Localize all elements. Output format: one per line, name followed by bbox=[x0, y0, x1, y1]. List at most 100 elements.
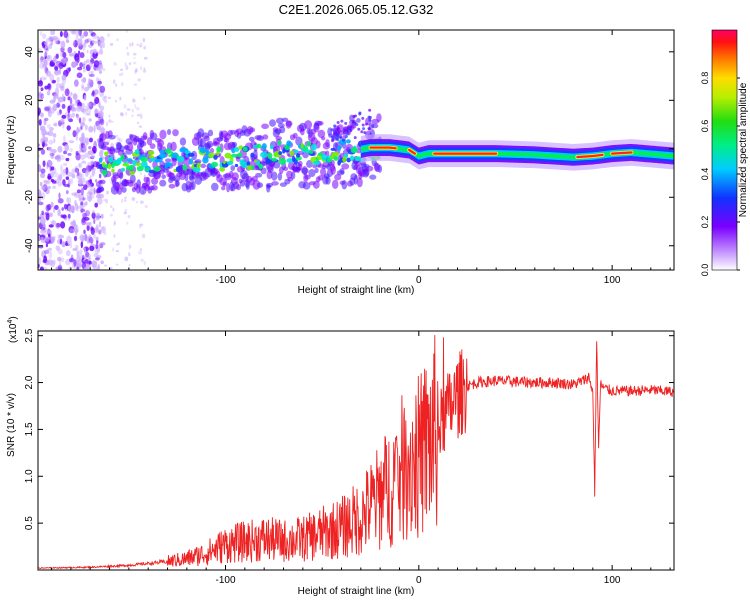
spectrum-signal-blob bbox=[278, 157, 287, 165]
spectrum-halo-blob bbox=[206, 140, 214, 148]
spectrum-noise-blob bbox=[64, 243, 70, 247]
spectrum-noise-blob bbox=[128, 62, 132, 66]
spectrum-noise-blob bbox=[90, 154, 95, 159]
spectrum-noise-blob bbox=[109, 213, 113, 217]
spectrum-noise-blob bbox=[58, 258, 62, 267]
spectrum-signal-blob bbox=[242, 146, 248, 152]
spectrum-halo-blob bbox=[210, 182, 219, 192]
spectrum-noise-blob bbox=[92, 102, 97, 106]
spectrum-signal-blob bbox=[357, 127, 361, 131]
spectrum-noise-blob bbox=[47, 146, 53, 151]
spectrum-noise-blob bbox=[84, 124, 88, 131]
spectrum-signal-blob bbox=[361, 116, 365, 120]
spectrum-noise-blob bbox=[123, 199, 127, 203]
y-tick-label: 0.5 bbox=[24, 516, 35, 530]
spectrum-halo-blob bbox=[277, 172, 283, 181]
spectrum-noise-blob bbox=[118, 73, 122, 77]
spectrum-noise-blob bbox=[68, 52, 75, 57]
spectrum-noise-blob bbox=[86, 38, 92, 43]
spectrum-halo-blob bbox=[364, 170, 369, 177]
spectrum-noise-blob bbox=[50, 30, 56, 36]
spectrum-noise-blob bbox=[67, 205, 74, 213]
spectrum-noise-blob bbox=[38, 256, 41, 265]
spectrum-noise-blob bbox=[143, 45, 147, 50]
spectrum-halo-blob bbox=[191, 180, 196, 190]
spectrum-noise-blob bbox=[43, 255, 48, 263]
spectrum-noise-blob bbox=[69, 228, 75, 234]
spectrum-noise-blob bbox=[98, 173, 102, 179]
y-tick-label: 1.5 bbox=[24, 422, 35, 436]
spectrum-noise-blob bbox=[82, 68, 87, 73]
spectrum-halo-blob bbox=[129, 174, 136, 184]
spectrum-signal-blob bbox=[336, 127, 340, 131]
spectrum-noise-blob bbox=[89, 186, 95, 192]
spectrum-signal-blob bbox=[349, 155, 355, 162]
spectrum-noise-blob bbox=[57, 174, 63, 182]
spectrum-noise-blob bbox=[75, 153, 81, 161]
spectrum-noise-blob bbox=[140, 258, 144, 262]
spectrum-noise-blob bbox=[126, 51, 130, 56]
spectrum-noise-blob bbox=[119, 96, 122, 101]
spectrum-halo-blob bbox=[166, 128, 172, 135]
spectrum-noise-blob bbox=[55, 40, 58, 45]
spectrum-halo-blob bbox=[265, 182, 273, 188]
spectrum-noise-blob bbox=[78, 163, 81, 168]
spectrum-noise-blob bbox=[129, 42, 131, 47]
spectrum-noise-blob bbox=[40, 76, 46, 81]
spectrum-noise-blob bbox=[68, 217, 71, 222]
spectrum-noise-blob bbox=[44, 188, 50, 195]
spectrum-halo-blob bbox=[325, 176, 331, 185]
spectrum-noise-blob bbox=[123, 212, 127, 215]
spectrum-noise-blob bbox=[92, 33, 98, 40]
spectrum-signal-blob bbox=[368, 108, 372, 112]
spectrum-halo-blob bbox=[230, 165, 236, 171]
spectrum-noise-blob bbox=[144, 204, 148, 209]
spectrum-noise-blob bbox=[71, 168, 76, 175]
spectrum-noise-blob bbox=[57, 256, 62, 262]
spectrum-signal-blob bbox=[286, 158, 294, 163]
spectrum-noise-blob bbox=[138, 250, 143, 255]
spectrum-halo-blob bbox=[298, 163, 303, 171]
spectrum-signal-blob bbox=[312, 160, 321, 166]
spectrum-noise-blob bbox=[79, 62, 84, 68]
spectrum-core bbox=[369, 146, 397, 150]
spectrum-noise-blob bbox=[82, 213, 85, 217]
spectrum-noise-blob bbox=[40, 93, 45, 100]
spectrum-signal-blob bbox=[136, 165, 144, 172]
spectrum-noise-blob bbox=[39, 77, 42, 84]
spectrum-noise-blob bbox=[100, 260, 104, 265]
spectrum-noise-blob bbox=[121, 72, 124, 76]
spectrum-halo-blob bbox=[356, 177, 363, 188]
spectrum-signal-blob bbox=[250, 152, 255, 158]
spectrum-signal-blob bbox=[129, 170, 135, 176]
spectrum-noise-blob bbox=[103, 231, 107, 236]
spectrum-noise-blob bbox=[67, 105, 71, 114]
spectrum-noise-blob bbox=[82, 77, 87, 83]
spectrum-noise-blob bbox=[81, 160, 87, 164]
spectrum-noise-blob bbox=[66, 235, 72, 244]
spectrum-noise-blob bbox=[78, 162, 83, 169]
spectrum-halo-blob bbox=[271, 171, 278, 181]
spectrum-noise-blob bbox=[106, 121, 109, 127]
spectrum-signal-blob bbox=[364, 122, 368, 126]
spectrum-noise-blob bbox=[128, 244, 132, 249]
spectrum-signal-blob bbox=[211, 161, 218, 168]
spectrum-halo-blob bbox=[157, 139, 165, 147]
spectrum-noise-blob bbox=[96, 77, 99, 82]
spectrum-noise-blob bbox=[125, 111, 128, 116]
spectrum-noise-blob bbox=[83, 39, 87, 45]
spectrum-noise-blob bbox=[65, 39, 70, 44]
spectrum-signal-blob bbox=[330, 128, 334, 132]
spectrum-noise-blob bbox=[139, 200, 144, 204]
spectrum-signal-blob bbox=[339, 135, 343, 139]
spectrum-noise-blob bbox=[139, 223, 142, 229]
spectrum-noise-blob bbox=[76, 126, 79, 135]
y-tick-label: 0 bbox=[24, 146, 35, 152]
spectrum-noise-blob bbox=[136, 113, 141, 117]
spectrum-noise-blob bbox=[91, 173, 95, 177]
spectrum-noise-blob bbox=[96, 197, 103, 205]
spectrum-noise-blob bbox=[91, 170, 96, 176]
spectrum-noise-blob bbox=[39, 62, 44, 69]
spectrum-noise-blob bbox=[126, 221, 129, 225]
spectrum-noise-blob bbox=[40, 236, 44, 241]
